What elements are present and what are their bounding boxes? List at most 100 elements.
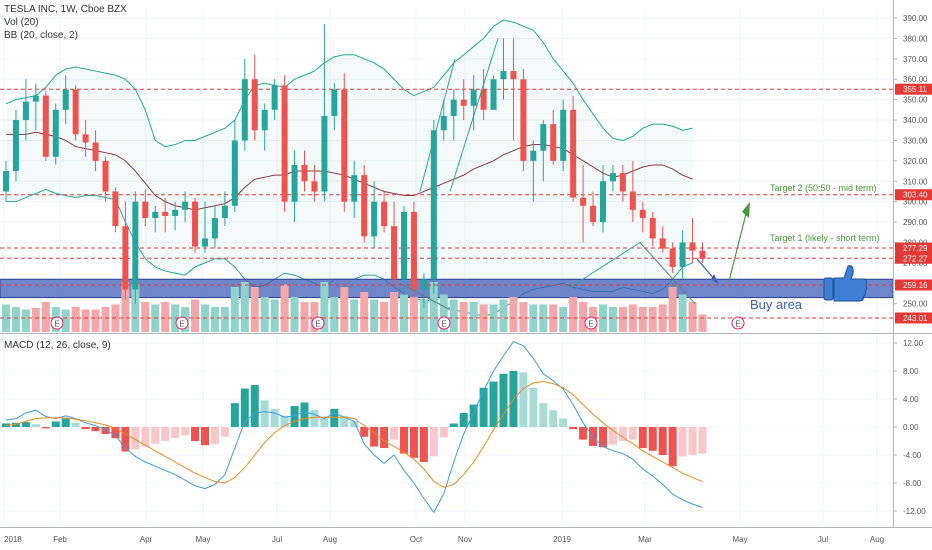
volume-bar (91, 309, 100, 332)
candle-body (609, 173, 616, 182)
bb-legend: BB (20, close, 2) (4, 30, 78, 41)
trendline (449, 38, 499, 192)
candle-body (600, 181, 606, 223)
annotation-text: Target 2 (50:50 - mid term) Target 1 (li… (750, 183, 880, 312)
macd-histogram-bar (469, 404, 478, 427)
volume-bar (260, 297, 269, 332)
y-tick-label: 350.00 (903, 96, 928, 105)
volume-bar (280, 284, 289, 332)
candle-body (699, 250, 706, 259)
macd-histogram-bar (658, 427, 667, 455)
macd-histogram-bar (380, 427, 389, 448)
thumbs-up-icon (823, 265, 868, 302)
price-label-box (895, 189, 932, 201)
candle-body (311, 181, 318, 192)
candle-body (291, 164, 298, 202)
volume-bar (240, 282, 249, 332)
trendline (419, 58, 456, 192)
candle-body (301, 164, 308, 182)
volume-bar (210, 307, 219, 332)
volume-bar (449, 299, 458, 332)
candle-body (251, 79, 258, 131)
volume-bar (569, 297, 578, 332)
volume-bar (250, 287, 259, 332)
macd-histogram-bar (459, 413, 468, 427)
candle-body (580, 197, 587, 206)
macd-histogram-bar (449, 423, 458, 427)
macd-histogram-bar (111, 427, 120, 439)
y-tick-label: 330.00 (903, 136, 928, 145)
candle-body (82, 134, 89, 143)
price-label: 259.16 (903, 281, 928, 290)
earnings-marker (731, 316, 745, 330)
candle-body (689, 242, 696, 251)
macd-histogram-bar (240, 388, 249, 427)
macd-histogram-bar (370, 427, 379, 447)
macd-histogram-bar (270, 408, 279, 427)
y-tick-label: 8.00 (903, 367, 919, 376)
volume-bar (71, 307, 80, 332)
volume-bar (618, 307, 627, 332)
y-tick-label: 340.00 (903, 116, 928, 125)
macd-histogram-bar (579, 427, 588, 440)
macd-histogram-bar (489, 381, 498, 427)
volume-bar (41, 302, 50, 332)
candle-body (649, 218, 656, 239)
macd-histogram-bar (648, 427, 657, 451)
bb-fill (6, 20, 693, 316)
buy-area-label: Buy area (750, 297, 803, 312)
macd-histogram-bar (61, 418, 70, 427)
candle-body (182, 201, 189, 210)
thumbs-up-hand (833, 265, 868, 302)
candle-body (331, 89, 338, 116)
arrowhead (742, 201, 750, 218)
candle-body (192, 201, 199, 247)
volume-bar (559, 307, 568, 332)
candle-body (480, 89, 487, 110)
volume-bar (539, 304, 548, 332)
volume-bar (668, 287, 677, 332)
thumbs-up-cuff (823, 277, 834, 301)
candle-body (281, 85, 288, 202)
candle-body (470, 89, 477, 106)
bb-upper-line (5, 19, 693, 148)
candle-body (490, 79, 497, 110)
y-tick-label: 360.00 (903, 75, 928, 84)
volume-bar (31, 308, 40, 332)
volume-bar (579, 302, 588, 332)
macd-histogram-bar (599, 427, 607, 448)
macd-histogram-bar (330, 408, 339, 427)
earnings-marker (437, 316, 451, 330)
macd-histogram-bar (608, 427, 617, 445)
candle-body (371, 201, 378, 237)
macd-panel (2, 340, 707, 514)
macd-histogram-bar (230, 403, 239, 427)
candle-body (92, 142, 99, 161)
candle-body (261, 109, 268, 131)
candle-body (271, 85, 278, 110)
volume-bar (230, 287, 239, 332)
y-tick-label: 380.00 (903, 34, 928, 43)
volume-bar (350, 299, 359, 332)
macd-histogram-bar (429, 427, 438, 457)
macd-histogram-bar (260, 400, 269, 427)
candle-body (241, 79, 248, 141)
macd-histogram-bar (210, 427, 219, 444)
symbol-legend: TESLA INC, 1W, Cboe BZX (4, 4, 127, 15)
volume-bar (131, 284, 140, 332)
candle-body (381, 201, 388, 227)
y-tick-label: -12.00 (903, 507, 926, 516)
candle-body (590, 205, 597, 223)
macd-histogram-bar (618, 427, 627, 441)
volume-bar (429, 282, 438, 332)
macd-histogram-bar (121, 427, 130, 452)
macd-histogram-bar (360, 427, 369, 437)
macd-histogram-bar (290, 406, 299, 427)
volume-bar (509, 297, 518, 332)
macd-histogram-bar (41, 427, 50, 429)
macd-histogram-bar (519, 372, 528, 427)
candle-body (72, 89, 79, 135)
volume-bar (370, 299, 379, 332)
candle-body (221, 205, 228, 218)
